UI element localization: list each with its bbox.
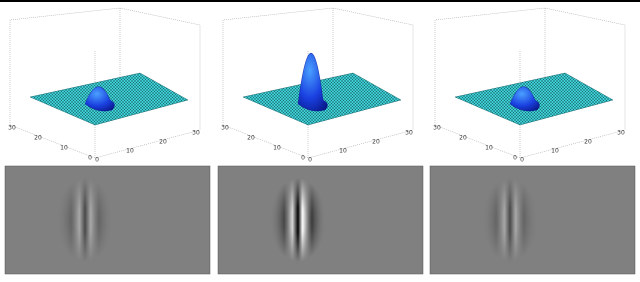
y-tick-label: 30 xyxy=(8,125,16,132)
y-tick-label: 10 xyxy=(273,145,281,152)
x-tick-label: 30 xyxy=(405,130,413,137)
x-tick-label: 20 xyxy=(584,139,592,146)
x-tick-label: 0 xyxy=(95,157,99,164)
gabor-pattern xyxy=(270,178,326,262)
x-tick-label: 20 xyxy=(372,139,380,146)
peak xyxy=(297,52,328,112)
peak xyxy=(84,86,115,112)
axes-box xyxy=(9,7,201,159)
axes-box xyxy=(222,7,414,159)
y-tick-label: 10 xyxy=(60,145,68,152)
x-tick-label: 10 xyxy=(339,148,347,155)
x-tick-label: 0 xyxy=(520,157,524,164)
x-tick-label: 0 xyxy=(308,157,312,164)
gabor-pattern xyxy=(57,178,113,262)
y-tick-label: 30 xyxy=(221,125,229,132)
x-tick-label: 10 xyxy=(126,148,134,155)
x-tick-label: 30 xyxy=(192,130,200,137)
peak xyxy=(509,86,540,112)
x-tick-label: 10 xyxy=(551,148,559,155)
y-tick-label: 30 xyxy=(433,125,441,132)
y-tick-label: 20 xyxy=(34,135,42,142)
y-tick-label: 0 xyxy=(513,155,517,162)
panel: 0 10 20 30 30 20 10 0 xyxy=(429,7,636,275)
y-tick-label: 0 xyxy=(88,155,92,162)
panel: 0 10 20 30 30 20 10 0 xyxy=(4,7,211,275)
y-tick-label: 20 xyxy=(459,135,467,142)
y-tick-label: 10 xyxy=(485,145,493,152)
top-border xyxy=(0,0,640,2)
x-tick-label: 30 xyxy=(617,130,625,137)
panel: 0 10 20 30 30 20 10 0 xyxy=(217,7,424,275)
y-tick-label: 0 xyxy=(301,155,305,162)
axes-box xyxy=(434,7,626,159)
gabor-pattern xyxy=(482,178,538,262)
y-tick-label: 20 xyxy=(247,135,255,142)
x-tick-label: 20 xyxy=(159,139,167,146)
